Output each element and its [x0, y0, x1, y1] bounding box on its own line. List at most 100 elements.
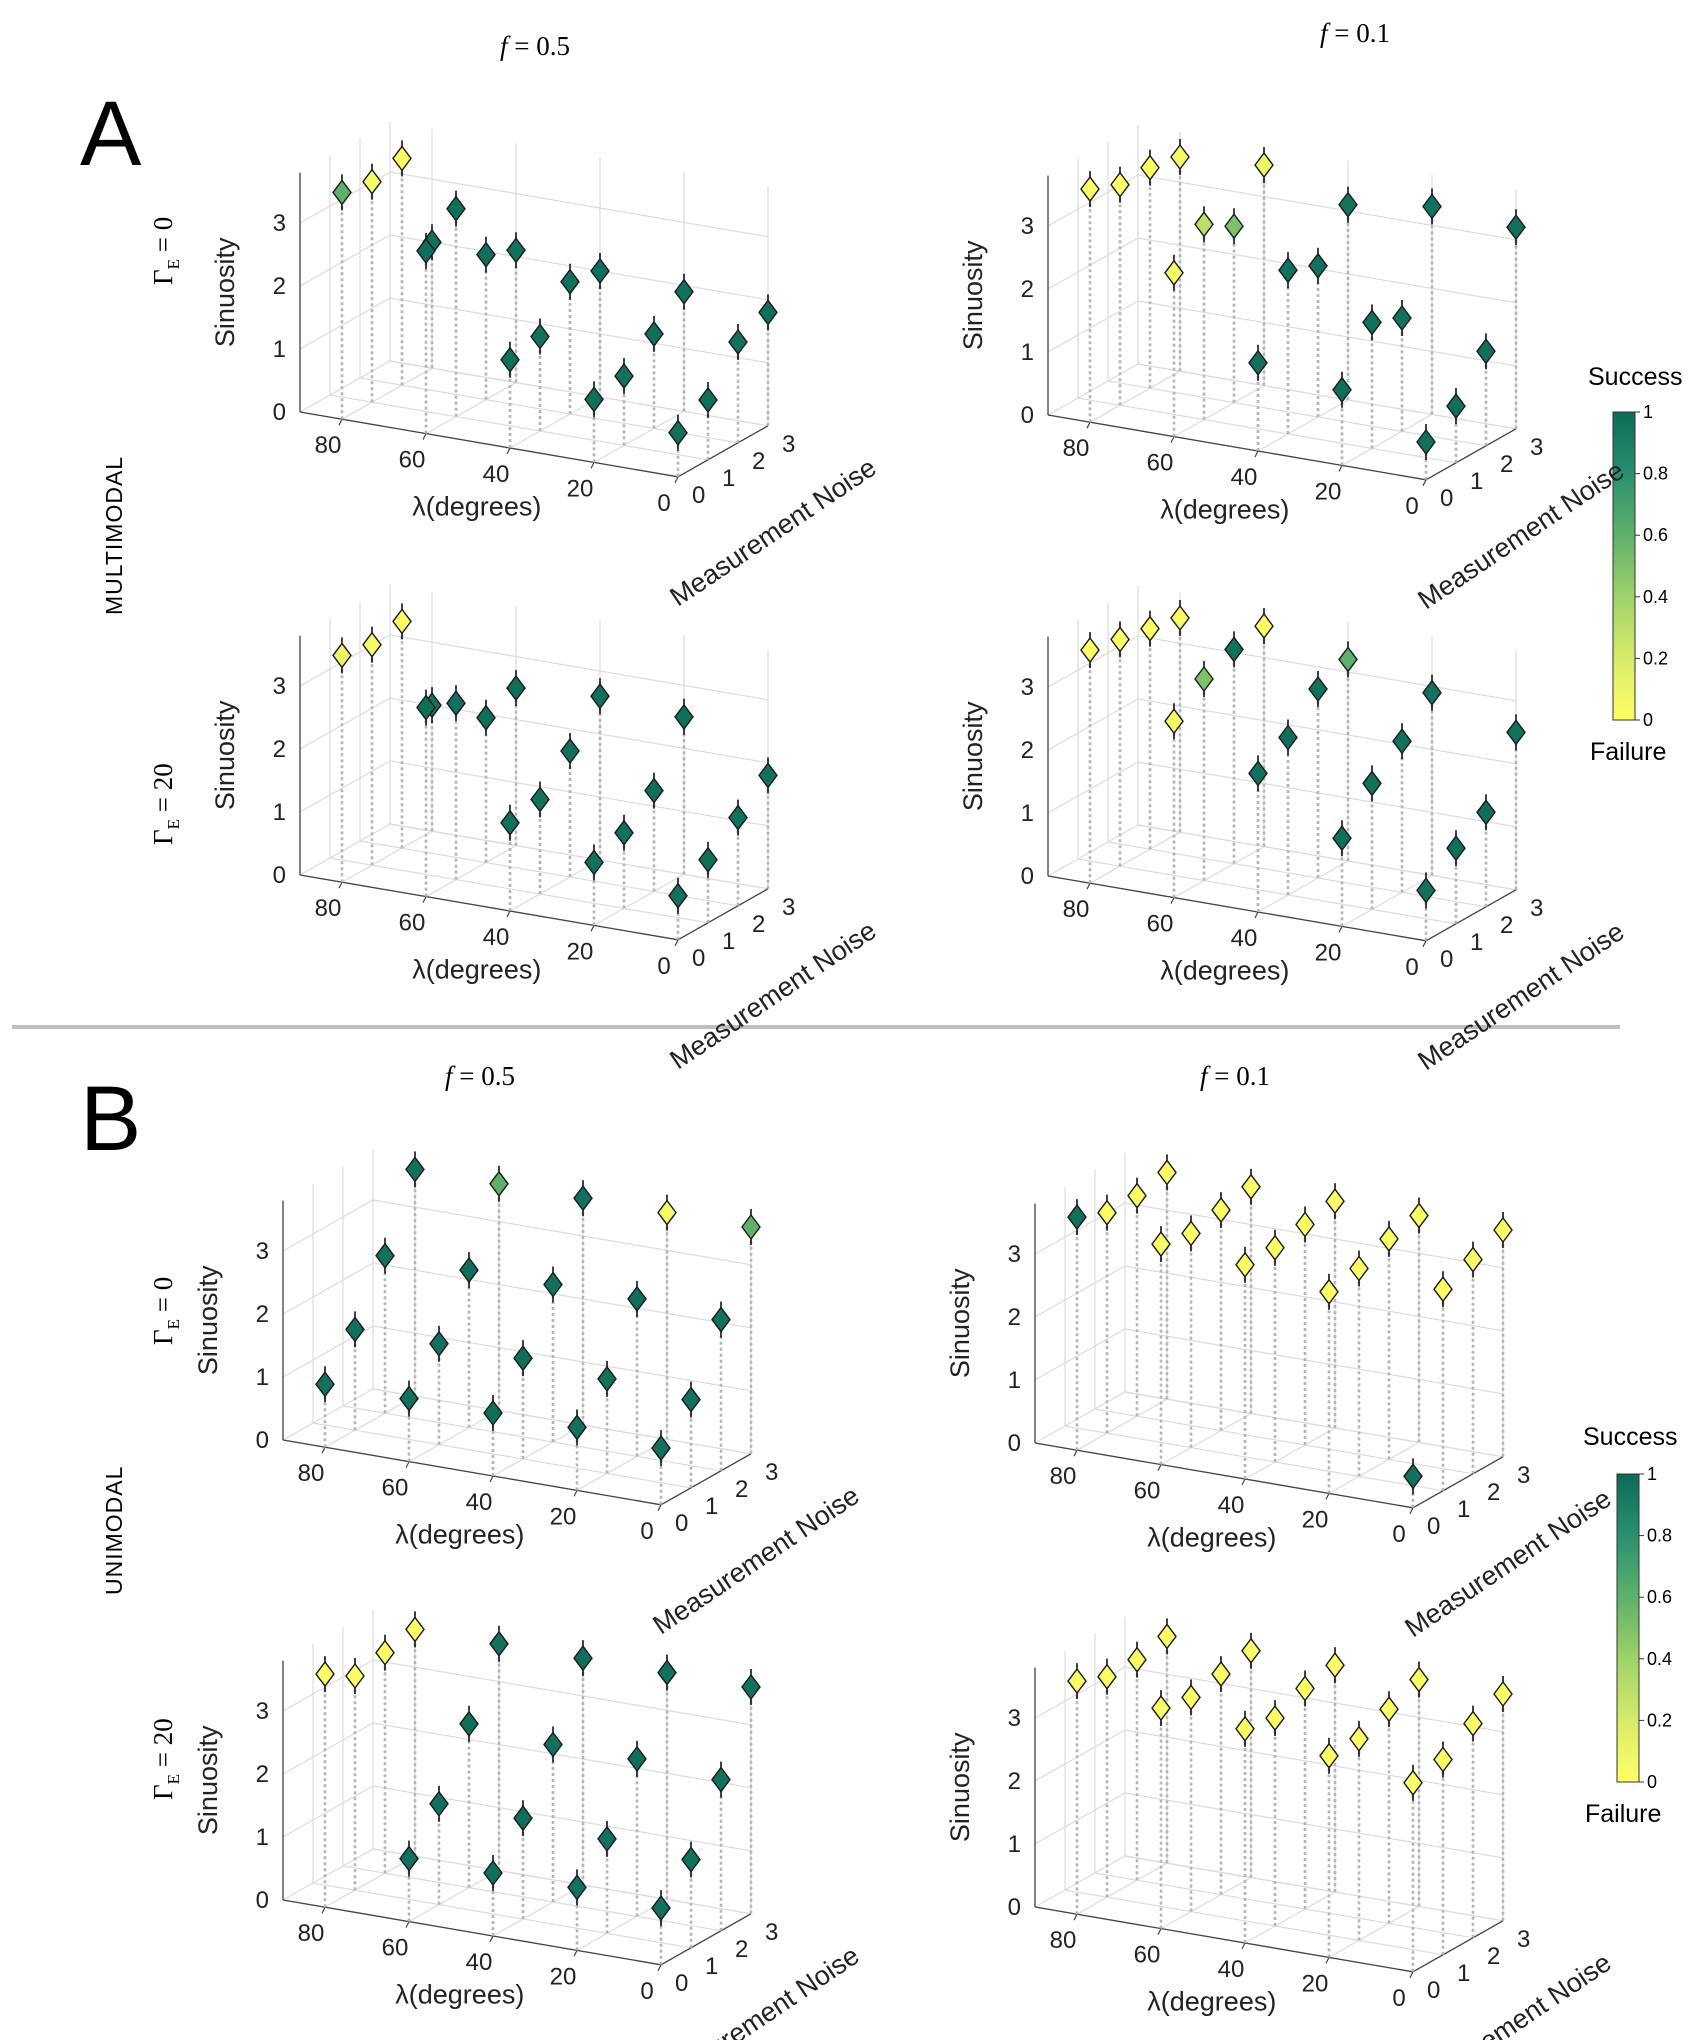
z-tick-label: 0	[1008, 1430, 1021, 1457]
x-tick-label: 20	[1302, 1506, 1329, 1533]
colorbar-tick-label: 0.8	[1643, 464, 1668, 484]
data-point	[1319, 1278, 1339, 1305]
svg-text:f = 0.5: f = 0.5	[445, 1061, 515, 1091]
data-point	[1110, 171, 1130, 198]
data-point	[728, 804, 748, 831]
x-tick-mark	[1170, 897, 1175, 904]
data-point	[1446, 392, 1466, 420]
data-point	[1325, 1188, 1345, 1215]
z-tick-label: 1	[1021, 339, 1034, 366]
svg-text:f = 0.5: f = 0.5	[500, 31, 570, 61]
gridline	[1244, 1891, 1336, 1944]
z-tick-label: 2	[1008, 1304, 1021, 1331]
data-point	[1433, 1276, 1453, 1303]
gridline	[299, 760, 391, 813]
gridline	[509, 859, 601, 912]
data-point	[543, 1271, 563, 1298]
x-tick-mark	[489, 1935, 494, 1943]
z-tick-label: 0	[256, 1887, 269, 1914]
data-point	[1181, 1684, 1201, 1711]
data-point	[315, 1660, 335, 1688]
svg-text:ΓE = 20: ΓE = 20	[148, 1718, 183, 1800]
data-point	[1493, 1680, 1513, 1708]
y-tick-label: 0	[1427, 1513, 1440, 1540]
data-point	[483, 1859, 503, 1887]
data-point	[651, 1434, 671, 1462]
row-label-b1: ΓE = 20	[148, 1718, 183, 1800]
gridline	[1077, 397, 1457, 464]
data-point	[1278, 724, 1298, 751]
gridline	[1137, 698, 1517, 765]
gridline	[372, 1199, 752, 1266]
gridline	[1137, 824, 1517, 891]
gridline	[299, 823, 391, 876]
data-point	[1194, 665, 1214, 693]
z-tick-label: 0	[273, 862, 286, 889]
x-axis-line	[1047, 875, 1427, 942]
data-point	[668, 419, 688, 446]
gridline	[389, 634, 769, 701]
gridline	[1137, 761, 1517, 828]
data-point	[429, 1330, 449, 1357]
y-tick-label: 0	[1440, 946, 1453, 973]
y-tick-label: 0	[692, 482, 705, 509]
data-point	[1140, 615, 1160, 642]
gridline	[299, 234, 391, 287]
z-tick-label: 2	[1021, 737, 1034, 764]
data-point	[1409, 1666, 1429, 1693]
data-point	[1332, 376, 1352, 403]
data-point	[1235, 1715, 1255, 1742]
data-point	[416, 694, 436, 721]
y-tick-label: 3	[1530, 895, 1543, 922]
gridline	[1094, 1408, 1474, 1475]
gridline	[1089, 370, 1181, 423]
x-axis-label: λ(degrees)	[1160, 495, 1289, 525]
gridline	[1124, 1391, 1504, 1458]
gridline	[282, 1388, 374, 1441]
gridline	[1173, 846, 1265, 899]
data-point	[1224, 213, 1244, 240]
data-point	[543, 1731, 563, 1758]
data-point	[597, 1825, 617, 1853]
gridline	[1341, 413, 1433, 466]
gridline	[1034, 1265, 1126, 1318]
data-point	[483, 1399, 503, 1427]
gridline	[389, 360, 769, 427]
svg-text:f = 0.1: f = 0.1	[1320, 18, 1390, 48]
data-point	[332, 179, 352, 206]
f-value: = 0.5	[453, 1061, 515, 1091]
x-tick-label: 0	[657, 953, 670, 980]
data-point	[429, 1790, 449, 1817]
data-point	[446, 195, 466, 222]
data-point	[476, 241, 496, 268]
data-point	[1164, 259, 1184, 286]
data-point	[375, 1242, 395, 1269]
x-tick-label: 0	[640, 1518, 653, 1545]
gridline	[1089, 831, 1181, 884]
z-tick-label: 3	[273, 210, 286, 237]
x-tick-label: 20	[567, 938, 594, 965]
z-tick-label: 1	[1008, 1831, 1021, 1858]
gridline	[1047, 237, 1139, 290]
colorbar-gradient	[1612, 411, 1636, 721]
x-axis-line	[1034, 1442, 1414, 1509]
z-tick-label: 0	[1021, 863, 1034, 890]
data-point	[1254, 151, 1274, 179]
x-tick-label: 40	[466, 1949, 493, 1976]
data-point	[573, 1185, 593, 1212]
data-point	[711, 1306, 731, 1333]
y-tick-label: 1	[722, 465, 735, 492]
x-tick-mark	[674, 476, 679, 484]
x-tick-label: 80	[1050, 1927, 1077, 1954]
data-point	[1338, 646, 1358, 673]
gridline	[282, 1785, 374, 1838]
data-point	[1194, 211, 1214, 238]
x-tick-label: 60	[1147, 911, 1174, 938]
x-axis-line	[1047, 414, 1427, 481]
data-point	[1403, 1463, 1423, 1490]
x-tick-mark	[422, 433, 427, 440]
